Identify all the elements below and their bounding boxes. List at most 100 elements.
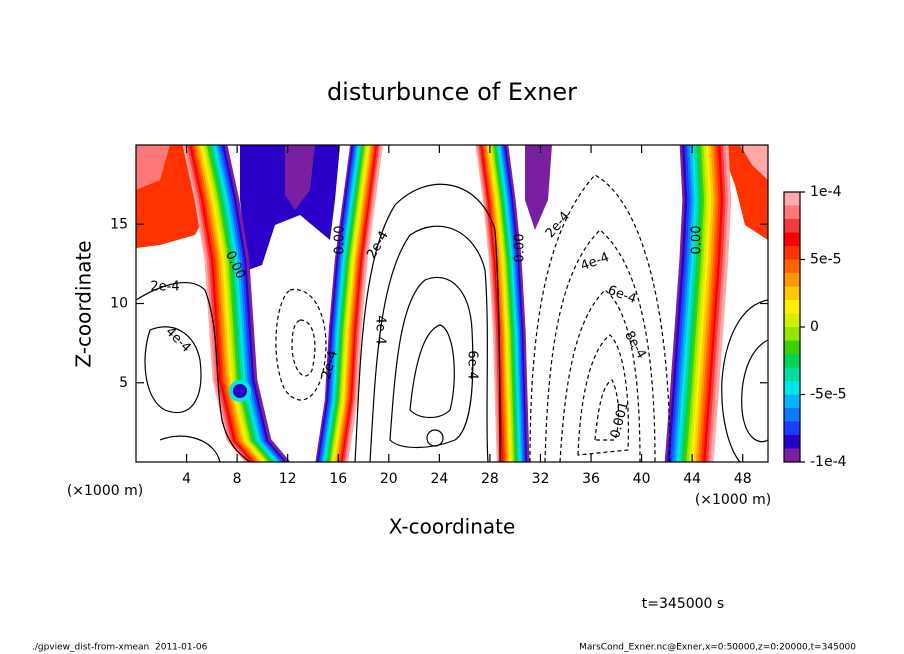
contour-line [369, 225, 489, 462]
colorbar-cell [784, 340, 800, 354]
colorbar-cell [784, 354, 800, 368]
contour-field [136, 145, 768, 462]
colorbar-tick-label: -5e-5 [810, 387, 847, 403]
color-band [208, 145, 275, 462]
color-band [485, 145, 509, 462]
color-band [339, 145, 377, 462]
colorbar-cell [784, 448, 800, 462]
color-band [674, 145, 696, 462]
color-band [667, 145, 689, 462]
color-band [219, 145, 286, 462]
color-band [688, 145, 710, 462]
color-band [336, 145, 374, 462]
contour-label: 6e-4 [465, 350, 480, 379]
y-tick-label: 15 [110, 216, 128, 232]
color-band [683, 145, 705, 462]
colorbar-cell [784, 192, 800, 206]
colorbar-cell [784, 313, 800, 327]
color-band [222, 145, 289, 462]
color-band [491, 145, 516, 462]
colorbar-cell [784, 259, 800, 273]
colorbar-cell [784, 273, 800, 287]
colorbar-cell [784, 300, 800, 314]
colorbar-cell [784, 408, 800, 422]
x-tick-label: 24 [430, 471, 448, 487]
colorbar-tick-label: 0 [810, 319, 819, 335]
x-axis-label: X-coordinate [389, 515, 516, 539]
color-band [698, 145, 720, 462]
x-tick-label: 16 [329, 471, 347, 487]
contour-line [721, 299, 768, 462]
color-band [197, 145, 264, 462]
x-unit: (×1000 m) [67, 483, 143, 499]
contour-label: 0.00 [690, 226, 705, 255]
colorbar-cell [784, 219, 800, 233]
time-label: t=345000 s [642, 596, 724, 612]
color-band [326, 145, 364, 462]
field-region [525, 145, 552, 230]
x-unit: (×1000 m) [695, 492, 771, 508]
color-band [224, 145, 291, 462]
color-band [337, 145, 375, 462]
colorbar-tick-label: -1e-4 [810, 454, 847, 470]
color-band [217, 145, 284, 462]
x-tick-label: 36 [582, 471, 600, 487]
color-band [703, 145, 725, 462]
color-band [334, 145, 372, 462]
colorbar-cell [784, 327, 800, 341]
contour-line [409, 324, 455, 419]
color-band [671, 145, 693, 462]
color-band [189, 145, 256, 462]
color-band [195, 145, 262, 462]
x-tick-label: 4 [182, 471, 191, 487]
color-band [664, 145, 686, 462]
color-band [321, 145, 359, 462]
x-tick-label: 20 [380, 471, 398, 487]
colorbar-cell [784, 435, 800, 449]
colorbar-cell [784, 232, 800, 246]
x-tick-label: 8 [233, 471, 242, 487]
contour-line [291, 319, 316, 377]
x-tick-label: 32 [532, 471, 550, 487]
color-band [475, 145, 500, 462]
color-band [681, 145, 703, 462]
color-band [486, 145, 511, 462]
color-band [705, 145, 727, 462]
color-band [204, 145, 271, 462]
x-tick-label: 48 [734, 471, 752, 487]
contour-line [426, 429, 444, 447]
color-band [186, 145, 253, 462]
field-region [740, 145, 768, 180]
color-band [332, 145, 371, 462]
color-band [504, 145, 528, 462]
contour-line [275, 289, 327, 401]
color-band [501, 145, 525, 462]
field-region [136, 145, 170, 190]
color-band [324, 145, 363, 462]
color-band [320, 145, 358, 462]
contour-label: 0.00 [333, 226, 348, 255]
y-axis-label: Z-coordinate [72, 240, 96, 367]
color-band [329, 145, 367, 462]
color-band [691, 145, 713, 462]
color-band [700, 145, 722, 462]
chart-title: disturbunce of Exner [327, 78, 577, 106]
colorbar-tick-label: 1e-4 [810, 184, 842, 200]
color-band [200, 145, 267, 462]
color-band [669, 145, 691, 462]
contour-line [144, 326, 202, 414]
color-band [502, 145, 527, 462]
colorbar-cell [784, 394, 800, 408]
color-band [215, 145, 282, 462]
field-region [285, 145, 315, 210]
field-region [240, 145, 340, 270]
colorbar-tick-label: 5e-5 [810, 252, 841, 268]
y-tick-label: 10 [110, 296, 128, 312]
color-band [505, 145, 530, 462]
colorbar-cell [784, 367, 800, 381]
color-band [496, 145, 520, 462]
contour-line [136, 282, 251, 462]
contour-line [741, 339, 768, 443]
